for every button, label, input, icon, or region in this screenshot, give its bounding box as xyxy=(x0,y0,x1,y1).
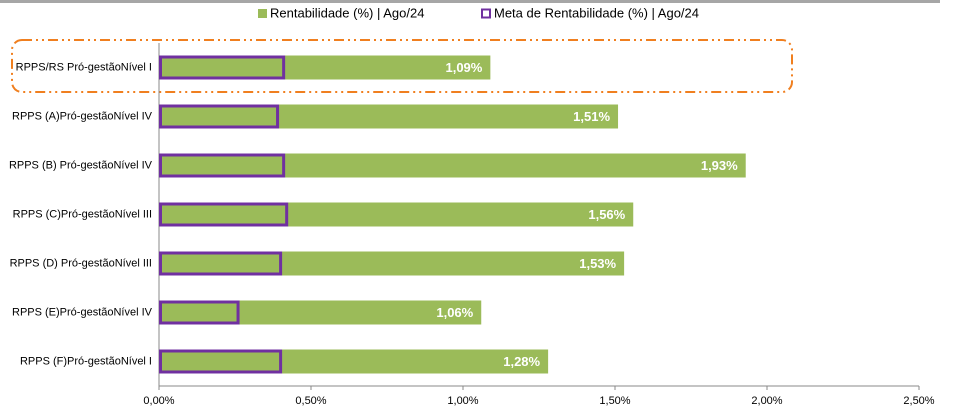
data-label: 1,93% xyxy=(701,158,738,173)
legend-swatch xyxy=(258,9,267,18)
data-label: 1,28% xyxy=(503,354,540,369)
highlight-box xyxy=(11,39,793,93)
y-tick-label: RPPS (F)Pró-gestãoNível I xyxy=(20,355,152,367)
x-tick-label: 2,00% xyxy=(751,395,782,407)
bar xyxy=(159,300,482,325)
bar xyxy=(159,55,491,80)
y-tick-label: RPPS/RS Pró-gestãoNível I xyxy=(16,61,152,73)
x-tick-label: 1,50% xyxy=(599,395,630,407)
x-tick-label: 0,50% xyxy=(295,395,326,407)
top-border xyxy=(0,0,940,3)
y-tick-label: RPPS (C)Pró-gestãoNível III xyxy=(13,208,152,220)
data-label: 1,06% xyxy=(436,305,473,320)
target-bar xyxy=(159,202,289,227)
target-bar xyxy=(159,300,240,325)
x-tick-label: 1,00% xyxy=(447,395,478,407)
data-label: 1,51% xyxy=(573,109,610,124)
x-tick-label: 2,50% xyxy=(903,395,934,407)
legend-label: Meta de Rentabilidade (%) | Ago/24 xyxy=(494,5,699,20)
target-bar xyxy=(159,153,286,178)
bar xyxy=(159,349,549,374)
data-label: 1,56% xyxy=(588,207,625,222)
y-tick-label: RPPS (A)Pró-gestãoNível IV xyxy=(12,110,153,122)
x-tick-label: 0,00% xyxy=(143,395,174,407)
target-bar xyxy=(159,251,283,276)
data-label: 1,53% xyxy=(579,256,616,271)
bar xyxy=(159,104,619,129)
y-tick-label: RPPS (E)Pró-gestãoNível IV xyxy=(12,306,153,318)
bar xyxy=(159,251,625,276)
target-bar xyxy=(159,349,283,374)
data-label: 1,09% xyxy=(445,60,482,75)
y-tick-label: RPPS (D) Pró-gestãoNível III xyxy=(10,257,152,269)
legend-label: Rentabilidade (%) | Ago/24 xyxy=(270,5,424,20)
y-tick-label: RPPS (B) Pró-gestãoNível IV xyxy=(9,159,153,171)
bar xyxy=(159,202,634,227)
target-bar xyxy=(159,104,280,129)
bar xyxy=(159,153,746,178)
legend-swatch xyxy=(481,8,491,19)
target-bar xyxy=(159,55,286,80)
